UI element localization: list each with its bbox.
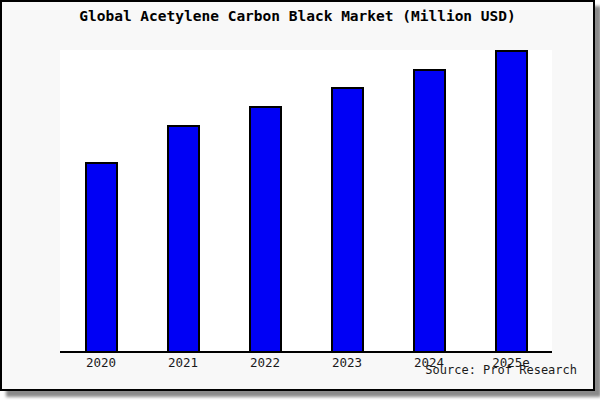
chart-title: Global Acetylene Carbon Black Market (Mi…	[2, 8, 593, 24]
x-tick-label-2020: 2020	[60, 355, 142, 370]
chart-card: Global Acetylene Carbon Black Market (Mi…	[0, 0, 595, 391]
bar-2024	[413, 69, 446, 351]
x-tick-label-2022: 2022	[224, 355, 306, 370]
bar-2021	[167, 125, 200, 351]
bar-2023	[331, 87, 364, 351]
bar-2022	[249, 106, 282, 351]
x-tick-label-2023: 2023	[306, 355, 388, 370]
bar-2020	[85, 162, 118, 351]
source-credit: Source: Prof Research	[425, 363, 577, 377]
bar-2025e	[495, 50, 528, 351]
plot-area	[60, 50, 552, 353]
x-tick-label-2021: 2021	[142, 355, 224, 370]
